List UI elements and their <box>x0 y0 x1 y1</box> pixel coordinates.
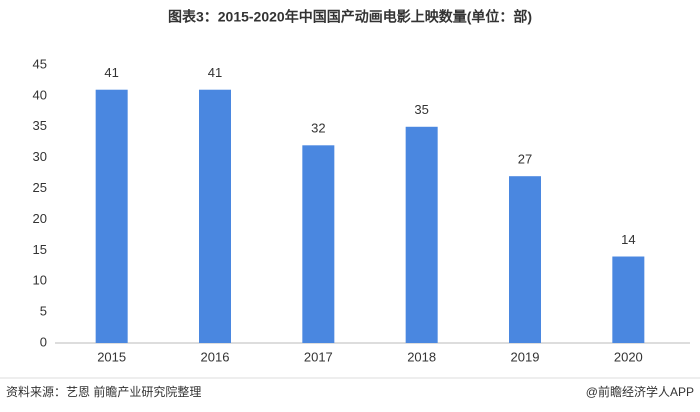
x-tick-label: 2020 <box>614 349 643 364</box>
y-tick-label: 40 <box>33 87 47 102</box>
x-tick-label: 2015 <box>97 349 126 364</box>
bar <box>509 176 541 343</box>
value-label: 41 <box>208 65 222 80</box>
y-tick-label: 5 <box>40 304 47 319</box>
source: 资料来源：艺恩 前瞻产业研究院整理 <box>6 384 201 399</box>
x-tick-label: 2019 <box>511 349 540 364</box>
y-tick-label: 0 <box>40 334 47 349</box>
y-tick-label: 35 <box>33 118 47 133</box>
y-tick-label: 20 <box>33 211 47 226</box>
x-tick-label: 2018 <box>407 349 436 364</box>
bar <box>612 256 645 343</box>
chart-title: 图表3：2015-2020年中国国产动画电影上映数量(单位：部) <box>168 9 532 25</box>
value-label: 32 <box>311 121 325 136</box>
value-label: 27 <box>518 152 532 167</box>
bar <box>405 126 438 344</box>
value-label: 35 <box>414 102 428 117</box>
bar <box>302 145 335 343</box>
x-tick-label: 2017 <box>304 349 333 364</box>
bar <box>199 89 231 343</box>
credit: @前瞻经济学人APP <box>586 384 694 399</box>
x-tick-label: 2016 <box>201 349 230 364</box>
y-tick-label: 45 <box>33 56 47 71</box>
bar <box>95 89 128 343</box>
y-tick-label: 30 <box>33 149 47 164</box>
y-tick-label: 15 <box>33 242 47 257</box>
y-tick-label: 10 <box>33 273 47 288</box>
y-tick-label: 25 <box>33 180 47 195</box>
value-label: 14 <box>621 232 635 247</box>
value-label: 41 <box>104 65 118 80</box>
